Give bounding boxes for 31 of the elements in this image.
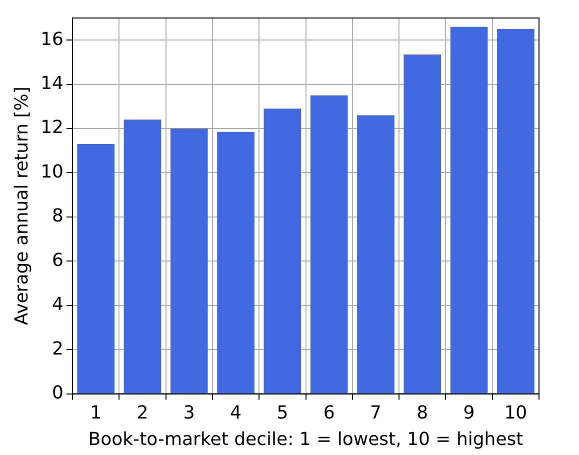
y-tick-label: 2 bbox=[52, 338, 64, 360]
x-tick-label: 6 bbox=[323, 402, 335, 424]
bar bbox=[170, 128, 208, 394]
x-tick-label: 5 bbox=[276, 402, 288, 424]
y-tick-label: 8 bbox=[52, 206, 64, 227]
x-tick-label: 2 bbox=[136, 402, 148, 424]
bar bbox=[124, 120, 162, 394]
bar bbox=[404, 54, 442, 394]
x-tick-label: 1 bbox=[90, 402, 102, 424]
y-tick-label: 0 bbox=[52, 382, 64, 404]
x-tick-label: 9 bbox=[463, 402, 475, 424]
x-tick-label: 8 bbox=[416, 402, 428, 424]
y-tick-label: 10 bbox=[40, 161, 64, 182]
y-tick-label: 16 bbox=[40, 28, 64, 50]
bar bbox=[77, 144, 114, 394]
bar bbox=[497, 29, 534, 394]
bar bbox=[357, 115, 394, 394]
y-axis-title: Average annual return [%] bbox=[11, 86, 32, 326]
bar bbox=[310, 95, 348, 394]
y-tick-label: 12 bbox=[40, 117, 64, 138]
bar bbox=[450, 26, 488, 394]
y-tick-label: 4 bbox=[52, 294, 64, 316]
bar bbox=[264, 108, 302, 394]
bar bbox=[217, 132, 254, 394]
x-axis-title: Book-to-market decile: 1 = lowest, 10 = highest bbox=[88, 428, 524, 450]
y-tick-label: 14 bbox=[40, 72, 64, 94]
x-tick-label: 4 bbox=[230, 402, 242, 424]
x-tick-label: 10 bbox=[504, 402, 528, 424]
y-tick-label: 6 bbox=[52, 250, 64, 271]
x-tick-label: 3 bbox=[183, 402, 195, 424]
x-tick-label: 7 bbox=[370, 402, 382, 424]
